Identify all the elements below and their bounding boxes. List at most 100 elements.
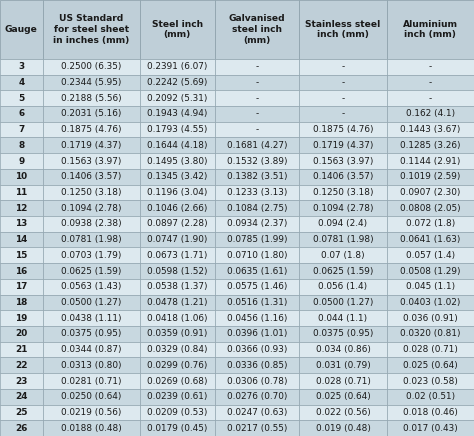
- Text: 0.018 (0.46): 0.018 (0.46): [403, 408, 458, 417]
- Text: 0.1144 (2.91): 0.1144 (2.91): [400, 157, 461, 166]
- Bar: [43, 279, 140, 295]
- Text: 0.0598 (1.52): 0.0598 (1.52): [147, 266, 208, 276]
- Text: 0.045 (1.1): 0.045 (1.1): [406, 282, 455, 291]
- Text: 0.1875 (4.76): 0.1875 (4.76): [313, 125, 373, 134]
- Text: -: -: [341, 62, 345, 71]
- Text: 12: 12: [15, 204, 27, 213]
- Bar: [0, 326, 43, 342]
- Text: -: -: [255, 62, 258, 71]
- Text: 0.0747 (1.90): 0.0747 (1.90): [147, 235, 208, 244]
- Text: 0.0269 (0.68): 0.0269 (0.68): [147, 377, 208, 385]
- Bar: [215, 342, 299, 358]
- Bar: [387, 216, 474, 232]
- Bar: [0, 200, 43, 216]
- Text: 3: 3: [18, 62, 24, 71]
- Bar: [43, 137, 140, 153]
- Bar: [299, 184, 387, 200]
- Text: 15: 15: [15, 251, 27, 260]
- Text: 0.0320 (0.81): 0.0320 (0.81): [400, 329, 461, 338]
- Text: -: -: [429, 78, 432, 87]
- Text: 0.0781 (1.98): 0.0781 (1.98): [313, 235, 373, 244]
- Text: Aluminium
inch (mm): Aluminium inch (mm): [403, 20, 458, 39]
- Bar: [299, 59, 387, 75]
- Text: 0.1719 (4.37): 0.1719 (4.37): [61, 141, 121, 150]
- Text: 0.2031 (5.16): 0.2031 (5.16): [61, 109, 121, 118]
- Text: 0.0710 (1.80): 0.0710 (1.80): [227, 251, 287, 260]
- Text: 0.0276 (0.70): 0.0276 (0.70): [227, 392, 287, 401]
- Text: 0.1345 (3.42): 0.1345 (3.42): [147, 172, 208, 181]
- Text: 0.031 (0.79): 0.031 (0.79): [316, 361, 370, 370]
- Bar: [43, 216, 140, 232]
- Text: 0.07 (1.8): 0.07 (1.8): [321, 251, 365, 260]
- Bar: [43, 153, 140, 169]
- Text: 8: 8: [18, 141, 24, 150]
- Text: 0.1019 (2.59): 0.1019 (2.59): [400, 172, 461, 181]
- Text: 0.0538 (1.37): 0.0538 (1.37): [147, 282, 208, 291]
- Text: 0.0625 (1.59): 0.0625 (1.59): [61, 266, 121, 276]
- Bar: [43, 247, 140, 263]
- Bar: [0, 389, 43, 405]
- Bar: [299, 0, 387, 59]
- Bar: [299, 247, 387, 263]
- Text: 18: 18: [15, 298, 27, 307]
- Bar: [299, 169, 387, 184]
- Text: -: -: [429, 62, 432, 71]
- Text: 19: 19: [15, 313, 27, 323]
- Bar: [387, 75, 474, 90]
- Text: 0.1285 (3.26): 0.1285 (3.26): [400, 141, 461, 150]
- Text: 0.0375 (0.95): 0.0375 (0.95): [313, 329, 373, 338]
- Bar: [387, 279, 474, 295]
- Bar: [43, 389, 140, 405]
- Bar: [43, 326, 140, 342]
- Bar: [215, 169, 299, 184]
- Text: 0.1084 (2.75): 0.1084 (2.75): [227, 204, 287, 213]
- Bar: [0, 342, 43, 358]
- Bar: [387, 137, 474, 153]
- Text: 0.1532 (3.89): 0.1532 (3.89): [227, 157, 287, 166]
- Bar: [387, 169, 474, 184]
- Bar: [387, 405, 474, 420]
- Text: 23: 23: [15, 377, 27, 385]
- Bar: [387, 247, 474, 263]
- Bar: [43, 184, 140, 200]
- Bar: [0, 0, 43, 59]
- Text: 0.0336 (0.85): 0.0336 (0.85): [227, 361, 287, 370]
- Text: 0.2500 (6.35): 0.2500 (6.35): [61, 62, 121, 71]
- Text: 0.023 (0.58): 0.023 (0.58): [403, 377, 458, 385]
- Bar: [215, 247, 299, 263]
- Bar: [299, 137, 387, 153]
- Bar: [140, 216, 215, 232]
- Bar: [43, 106, 140, 122]
- Bar: [387, 232, 474, 248]
- Bar: [0, 232, 43, 248]
- Text: -: -: [255, 109, 258, 118]
- Bar: [215, 0, 299, 59]
- Bar: [299, 389, 387, 405]
- Text: 0.0188 (0.48): 0.0188 (0.48): [61, 424, 122, 433]
- Text: 0.0179 (0.45): 0.0179 (0.45): [147, 424, 208, 433]
- Bar: [215, 200, 299, 216]
- Bar: [215, 326, 299, 342]
- Bar: [387, 358, 474, 373]
- Bar: [387, 184, 474, 200]
- Bar: [387, 106, 474, 122]
- Bar: [140, 0, 215, 59]
- Bar: [215, 75, 299, 90]
- Text: 4: 4: [18, 78, 25, 87]
- Text: Gauge: Gauge: [5, 25, 38, 34]
- Bar: [140, 153, 215, 169]
- Text: 0.0508 (1.29): 0.0508 (1.29): [400, 266, 461, 276]
- Text: 0.1681 (4.27): 0.1681 (4.27): [227, 141, 287, 150]
- Bar: [0, 405, 43, 420]
- Text: 0.0219 (0.56): 0.0219 (0.56): [61, 408, 121, 417]
- Bar: [215, 153, 299, 169]
- Text: 0.094 (2.4): 0.094 (2.4): [319, 219, 367, 228]
- Bar: [0, 153, 43, 169]
- Text: 0.0500 (1.27): 0.0500 (1.27): [61, 298, 121, 307]
- Text: Steel inch
(mm): Steel inch (mm): [152, 20, 203, 39]
- Text: 0.044 (1.1): 0.044 (1.1): [319, 313, 367, 323]
- Bar: [299, 90, 387, 106]
- Bar: [387, 342, 474, 358]
- Bar: [43, 405, 140, 420]
- Text: 0.1250 (3.18): 0.1250 (3.18): [313, 188, 373, 197]
